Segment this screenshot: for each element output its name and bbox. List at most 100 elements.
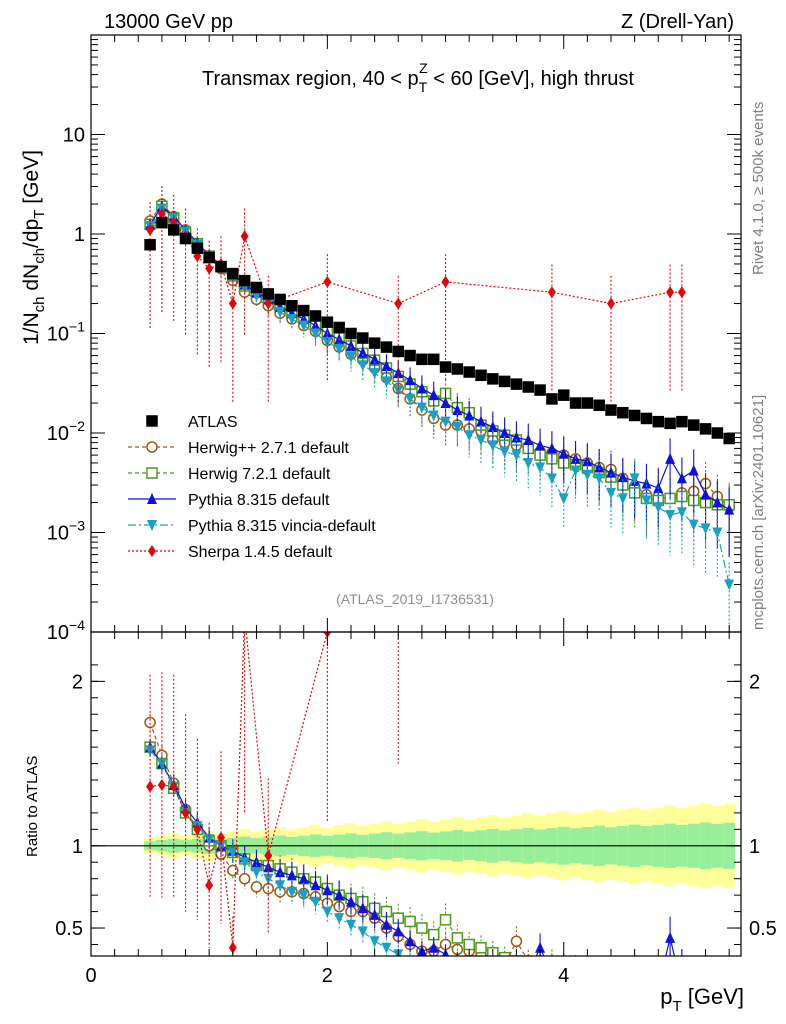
point-atlas bbox=[380, 341, 393, 353]
ratio-point-herwig-7-2-1-default bbox=[594, 969, 604, 979]
ratio-point-herwig-2-7-1-default bbox=[701, 972, 711, 982]
point-pythia-8-315-default bbox=[369, 353, 380, 365]
ratio-point-pythia-8-315-default bbox=[618, 978, 628, 989]
ratio-point-pythia-8-315-vincia-default bbox=[452, 964, 462, 975]
ratio-point-pythia-8-315-vincia-default bbox=[571, 984, 581, 995]
point-pythia-8-315-default bbox=[724, 503, 735, 515]
ratio-point-pythia-8-315-default bbox=[310, 879, 321, 891]
ratio-point-pythia-8-315-vincia-default bbox=[239, 857, 250, 869]
point-pythia-8-315-default bbox=[440, 397, 451, 409]
ratio-point-pythia-8-315-vincia-default bbox=[464, 967, 474, 978]
ratio-point-pythia-8-315-default bbox=[369, 908, 380, 920]
point-pythia-8-315-vincia-default bbox=[712, 527, 723, 539]
point-atlas bbox=[711, 427, 724, 439]
ratio-point-herwig-7-2-1-default bbox=[618, 972, 628, 982]
ratio-point-pythia-8-315-default bbox=[393, 925, 404, 937]
point-pythia-8-315-vincia-default bbox=[653, 502, 664, 514]
y-axis-label: 1/Nch dNch/dpT [GeV] bbox=[20, 150, 48, 345]
line-herwig-2-7-1-default bbox=[149, 203, 730, 508]
ratio-point-sherpa-1-4-5-default bbox=[169, 780, 178, 793]
ratio-point-herwig-2-7-1-default bbox=[510, 935, 523, 947]
point-pythia-8-315-vincia-default bbox=[535, 462, 546, 474]
point-pythia-8-315-default bbox=[523, 434, 534, 446]
ratio-point-sherpa-1-4-5-default bbox=[146, 780, 155, 793]
point-atlas bbox=[203, 251, 215, 264]
ratio-point-pythia-8-315-vincia-default bbox=[594, 987, 604, 998]
point-pythia-8-315-vincia-default bbox=[665, 509, 676, 521]
legend-label: Herwig 7.2.1 default bbox=[188, 466, 331, 483]
ratio-point-herwig-7-2-1-default bbox=[498, 951, 511, 956]
point-pythia-8-315-vincia-default bbox=[676, 507, 687, 519]
rivet-version-label: Rivet 4.1.0, ≥ 500k events bbox=[750, 102, 767, 275]
ratio-y-tick-label: 0.5 bbox=[55, 918, 83, 940]
point-pythia-8-315-default bbox=[617, 471, 628, 483]
series-atlas bbox=[144, 216, 735, 445]
ratio-y-tick-label: 1 bbox=[72, 836, 83, 858]
point-pythia-8-315-vincia-default bbox=[310, 328, 321, 340]
x-tick-label: 0 bbox=[85, 965, 96, 987]
point-pythia-8-315-default bbox=[558, 447, 569, 459]
point-atlas bbox=[463, 366, 475, 378]
legend-marker bbox=[146, 441, 158, 453]
ratio-point-herwig-2-7-1-default bbox=[238, 872, 251, 885]
point-pythia-8-315-vincia-default bbox=[641, 495, 652, 507]
point-pythia-8-315-default bbox=[594, 461, 605, 473]
point-pythia-8-315-vincia-default bbox=[606, 487, 616, 499]
ratio-point-herwig-2-7-1-default bbox=[537, 955, 544, 956]
point-pythia-8-315-vincia-default bbox=[275, 306, 286, 318]
ratio-point-pythia-8-315-vincia-default bbox=[286, 886, 297, 898]
ratio-y-tick-label: 2 bbox=[72, 671, 83, 693]
ratio-point-sherpa-1-4-5-default bbox=[442, 17, 450, 29]
ratio-point-herwig-2-7-1-default bbox=[606, 966, 616, 976]
ratio-point-herwig-2-7-1-default bbox=[227, 864, 239, 877]
series-sherpa-1-4-5-default bbox=[146, 185, 686, 404]
ratio-point-sherpa-1-4-5-default bbox=[217, 831, 225, 844]
ratio-point-herwig-7-2-1-default bbox=[571, 966, 581, 976]
ratio-point-herwig-7-2-1-default bbox=[439, 914, 452, 926]
point-atlas bbox=[392, 345, 405, 358]
legend-entry-herwig-2-7-1-default: Herwig++ 2.7.1 default bbox=[128, 440, 350, 457]
main-panel: 10−4 10−3 10−2 10−1 1 10 Transmax region, 40 … bbox=[20, 34, 742, 644]
point-pythia-8-315-default bbox=[511, 431, 522, 443]
ratio-y-tick-label-right: 1 bbox=[749, 836, 760, 858]
point-pythia-8-315-default bbox=[487, 420, 498, 432]
legend: ATLAS Herwig++ 2.7.1 default Herwig 7.2.1 … bbox=[128, 414, 376, 561]
ratio-point-pythia-8-315-vincia-default bbox=[476, 971, 486, 982]
point-sherpa-1-4-5-default bbox=[205, 262, 214, 275]
point-pythia-8-315-default bbox=[676, 472, 687, 484]
y-tick-label: 10−4 bbox=[47, 617, 85, 644]
point-pythia-8-315-default bbox=[688, 464, 699, 476]
point-pythia-8-315-default bbox=[464, 409, 475, 421]
point-atlas bbox=[676, 415, 688, 428]
ratio-frame bbox=[90, 631, 742, 957]
point-pythia-8-315-default bbox=[452, 404, 463, 416]
point-pythia-8-315-default bbox=[606, 466, 616, 478]
point-pythia-8-315-vincia-default bbox=[416, 402, 427, 414]
point-pythia-8-315-vincia-default bbox=[523, 457, 534, 469]
legend-label: Herwig++ 2.7.1 default bbox=[188, 440, 350, 457]
point-atlas bbox=[297, 304, 310, 317]
ratio-point-sherpa-1-4-5-default bbox=[394, 511, 402, 523]
ratio-point-herwig-2-7-1-default bbox=[677, 971, 687, 981]
ratio-point-pythia-8-315-default bbox=[500, 965, 510, 976]
ratio-point-pythia-8-315-vincia-default bbox=[547, 981, 557, 992]
legend-entry-pythia-8-315-default: Pythia 8.315 default bbox=[128, 492, 330, 509]
point-sherpa-1-4-5-default bbox=[441, 275, 450, 288]
legend-label: Sherpa 1.4.5 default bbox=[188, 544, 333, 561]
point-pythia-8-315-vincia-default bbox=[393, 385, 404, 397]
ratio-line-herwig-7-2-1-default bbox=[149, 746, 503, 956]
point-atlas bbox=[179, 232, 192, 245]
ratio-point-pythia-8-315-default bbox=[275, 866, 286, 878]
point-atlas bbox=[227, 267, 239, 280]
ratio-point-pythia-8-315-default bbox=[405, 935, 416, 947]
ratio-point-pythia-8-315-vincia-default bbox=[417, 959, 427, 970]
ratio-point-herwig-2-7-1-default bbox=[689, 972, 699, 982]
point-pythia-8-315-default bbox=[665, 452, 676, 464]
point-atlas bbox=[640, 412, 653, 425]
ratio-point-pythia-8-315-vincia-default bbox=[310, 896, 321, 908]
point-atlas bbox=[309, 310, 322, 322]
ratio-y-tick-label-right: 2 bbox=[749, 671, 760, 693]
point-pythia-8-315-vincia-default bbox=[381, 376, 392, 388]
ratio-point-pythia-8-315-vincia-default bbox=[582, 986, 592, 997]
legend-label: Pythia 8.315 vincia-default bbox=[188, 518, 376, 535]
